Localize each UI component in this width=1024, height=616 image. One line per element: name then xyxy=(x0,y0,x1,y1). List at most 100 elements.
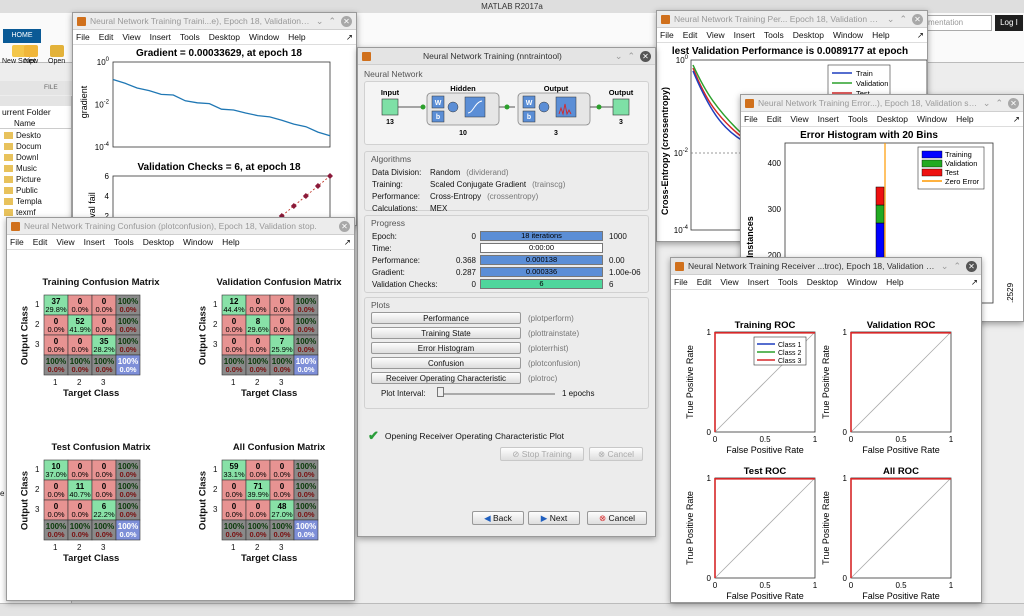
menu-edit[interactable]: Edit xyxy=(766,114,782,124)
login-button[interactable]: Log I xyxy=(995,15,1023,31)
chevron-down-icon[interactable]: ⌄ xyxy=(614,50,623,61)
cancel-training-button[interactable]: ⊗ Cancel xyxy=(589,447,643,461)
menu-help[interactable]: Help xyxy=(222,237,240,247)
new-script-button[interactable]: New Script xyxy=(2,45,36,66)
folder-item[interactable]: Picture xyxy=(0,174,71,185)
perf-titlebar[interactable]: Neural Network Training Per... Epoch 18,… xyxy=(657,11,927,28)
open-button[interactable]: Open xyxy=(48,45,65,66)
menu-view[interactable]: View xyxy=(56,237,75,247)
menu-insert[interactable]: Insert xyxy=(747,277,769,287)
plot-button[interactable]: Receiver Operating Characteristic xyxy=(371,372,521,384)
menu-tools[interactable]: Tools xyxy=(777,277,798,287)
menu-file[interactable]: File xyxy=(76,32,90,42)
menu-window[interactable]: Window xyxy=(846,277,878,287)
menu-insert[interactable]: Insert xyxy=(149,32,171,42)
menu-desktop[interactable]: Desktop xyxy=(208,32,240,42)
menu-desktop[interactable]: Desktop xyxy=(876,114,908,124)
menu-tools[interactable]: Tools xyxy=(763,30,784,40)
folder-item[interactable]: Downl xyxy=(0,152,71,163)
menu-edit[interactable]: Edit xyxy=(696,277,712,287)
menu-help[interactable]: Help xyxy=(886,277,904,287)
menu-view[interactable]: View xyxy=(720,277,739,287)
menu-window[interactable]: Window xyxy=(832,30,864,40)
plot-button[interactable]: Error Histogram xyxy=(371,342,521,354)
roc-titlebar[interactable]: Neural Network Training Receiver ...troc… xyxy=(671,258,981,275)
close-icon[interactable]: ✕ xyxy=(966,260,977,272)
menu-tools[interactable]: Tools xyxy=(113,237,134,247)
menubar-chevron-icon[interactable]: ↗ xyxy=(345,31,353,42)
chevron-up-icon[interactable]: ⌃ xyxy=(899,13,907,24)
roc-x-tick: 0 xyxy=(849,581,854,590)
close-icon[interactable]: ✕ xyxy=(640,50,651,62)
chevron-down-icon[interactable]: ⌄ xyxy=(886,13,895,24)
chevron-up-icon[interactable]: ⌃ xyxy=(995,97,1003,108)
menu-insert[interactable]: Insert xyxy=(817,114,839,124)
chevron-down-icon[interactable]: ⌄ xyxy=(940,260,949,271)
menu-edit[interactable]: Edit xyxy=(98,32,114,42)
menu-help[interactable]: Help xyxy=(288,32,306,42)
menubar-chevron-icon[interactable]: ↗ xyxy=(343,236,351,247)
close-icon[interactable]: ✕ xyxy=(341,15,352,27)
new-button[interactable]: New xyxy=(24,45,38,66)
chevron-down-icon[interactable]: ⌄ xyxy=(982,97,991,108)
chevron-up-icon[interactable]: ⌃ xyxy=(627,50,635,61)
next-button[interactable]: ▶ Next xyxy=(528,511,580,525)
tab-home[interactable]: HOME xyxy=(3,29,41,43)
nntool-titlebar[interactable]: Neural Network Training (nntraintool) ⌄ ⌃ ✕ xyxy=(358,48,655,65)
hist-titlebar[interactable]: Neural Network Training Error...), Epoch… xyxy=(741,95,1023,112)
menu-desktop[interactable]: Desktop xyxy=(142,237,174,247)
menu-file[interactable]: File xyxy=(10,237,24,247)
folder-item[interactable]: texmf xyxy=(0,207,71,218)
close-icon[interactable]: ✕ xyxy=(1008,97,1019,109)
menu-edit[interactable]: Edit xyxy=(32,237,48,247)
training-state-window[interactable]: Neural Network Training Traini...e), Epo… xyxy=(72,12,357,226)
name-column-header[interactable]: Name xyxy=(0,118,71,129)
menu-help[interactable]: Help xyxy=(956,114,974,124)
menu-insert[interactable]: Insert xyxy=(733,30,755,40)
folder-item[interactable]: Deskto xyxy=(0,130,71,141)
close-icon[interactable]: ✕ xyxy=(912,13,923,25)
back-button[interactable]: ◀ Back xyxy=(472,511,524,525)
menu-desktop[interactable]: Desktop xyxy=(806,277,838,287)
nntraintool-window[interactable]: Neural Network Training (nntraintool) ⌄ ⌃ ✕… xyxy=(357,47,656,537)
chevron-up-icon[interactable]: ⌃ xyxy=(328,15,336,26)
output-layer-label: Output xyxy=(544,84,569,93)
menu-view[interactable]: View xyxy=(122,32,141,42)
menu-edit[interactable]: Edit xyxy=(682,30,698,40)
folder-item[interactable]: Docum xyxy=(0,141,71,152)
menubar-chevron-icon[interactable]: ↗ xyxy=(1012,113,1020,124)
menu-insert[interactable]: Insert xyxy=(83,237,105,247)
menu-help[interactable]: Help xyxy=(872,30,890,40)
close-icon[interactable]: ✕ xyxy=(339,220,350,232)
menu-file[interactable]: File xyxy=(660,30,674,40)
folder-item[interactable]: Public xyxy=(0,185,71,196)
confusion-plot-window[interactable]: Neural Network Training Confusion (plotc… xyxy=(6,217,355,601)
menu-file[interactable]: File xyxy=(674,277,688,287)
plot-interval-thumb[interactable] xyxy=(437,387,444,397)
search-documentation-input[interactable]: mentation xyxy=(925,15,992,31)
menu-tools[interactable]: Tools xyxy=(179,32,200,42)
plot-button[interactable]: Performance xyxy=(371,312,521,324)
folder-item[interactable]: Templa xyxy=(0,196,71,207)
menu-window[interactable]: Window xyxy=(182,237,214,247)
menu-window[interactable]: Window xyxy=(916,114,948,124)
menu-view[interactable]: View xyxy=(790,114,809,124)
plot-button[interactable]: Confusion xyxy=(371,357,521,369)
menubar-chevron-icon[interactable]: ↗ xyxy=(916,29,924,40)
grad-titlebar[interactable]: Neural Network Training Traini...e), Epo… xyxy=(73,13,356,30)
menu-window[interactable]: Window xyxy=(248,32,280,42)
stop-training-button[interactable]: ⊘ Stop Training xyxy=(500,447,584,461)
chevron-up-icon[interactable]: ⌃ xyxy=(953,260,961,271)
menu-file[interactable]: File xyxy=(744,114,758,124)
menu-view[interactable]: View xyxy=(706,30,725,40)
menu-desktop[interactable]: Desktop xyxy=(792,30,824,40)
folder-item[interactable]: Music xyxy=(0,163,71,174)
chevron-down-icon[interactable]: ⌄ xyxy=(315,15,324,26)
cancel-button[interactable]: ⊗ Cancel xyxy=(587,511,647,525)
roc-plot-window[interactable]: Neural Network Training Receiver ...troc… xyxy=(670,257,982,603)
menu-tools[interactable]: Tools xyxy=(847,114,868,124)
plot-button[interactable]: Training State xyxy=(371,327,521,339)
conf-titlebar[interactable]: Neural Network Training Confusion (plotc… xyxy=(7,218,354,235)
plot-interval-slider[interactable] xyxy=(437,393,555,395)
menubar-chevron-icon[interactable]: ↗ xyxy=(970,276,978,287)
